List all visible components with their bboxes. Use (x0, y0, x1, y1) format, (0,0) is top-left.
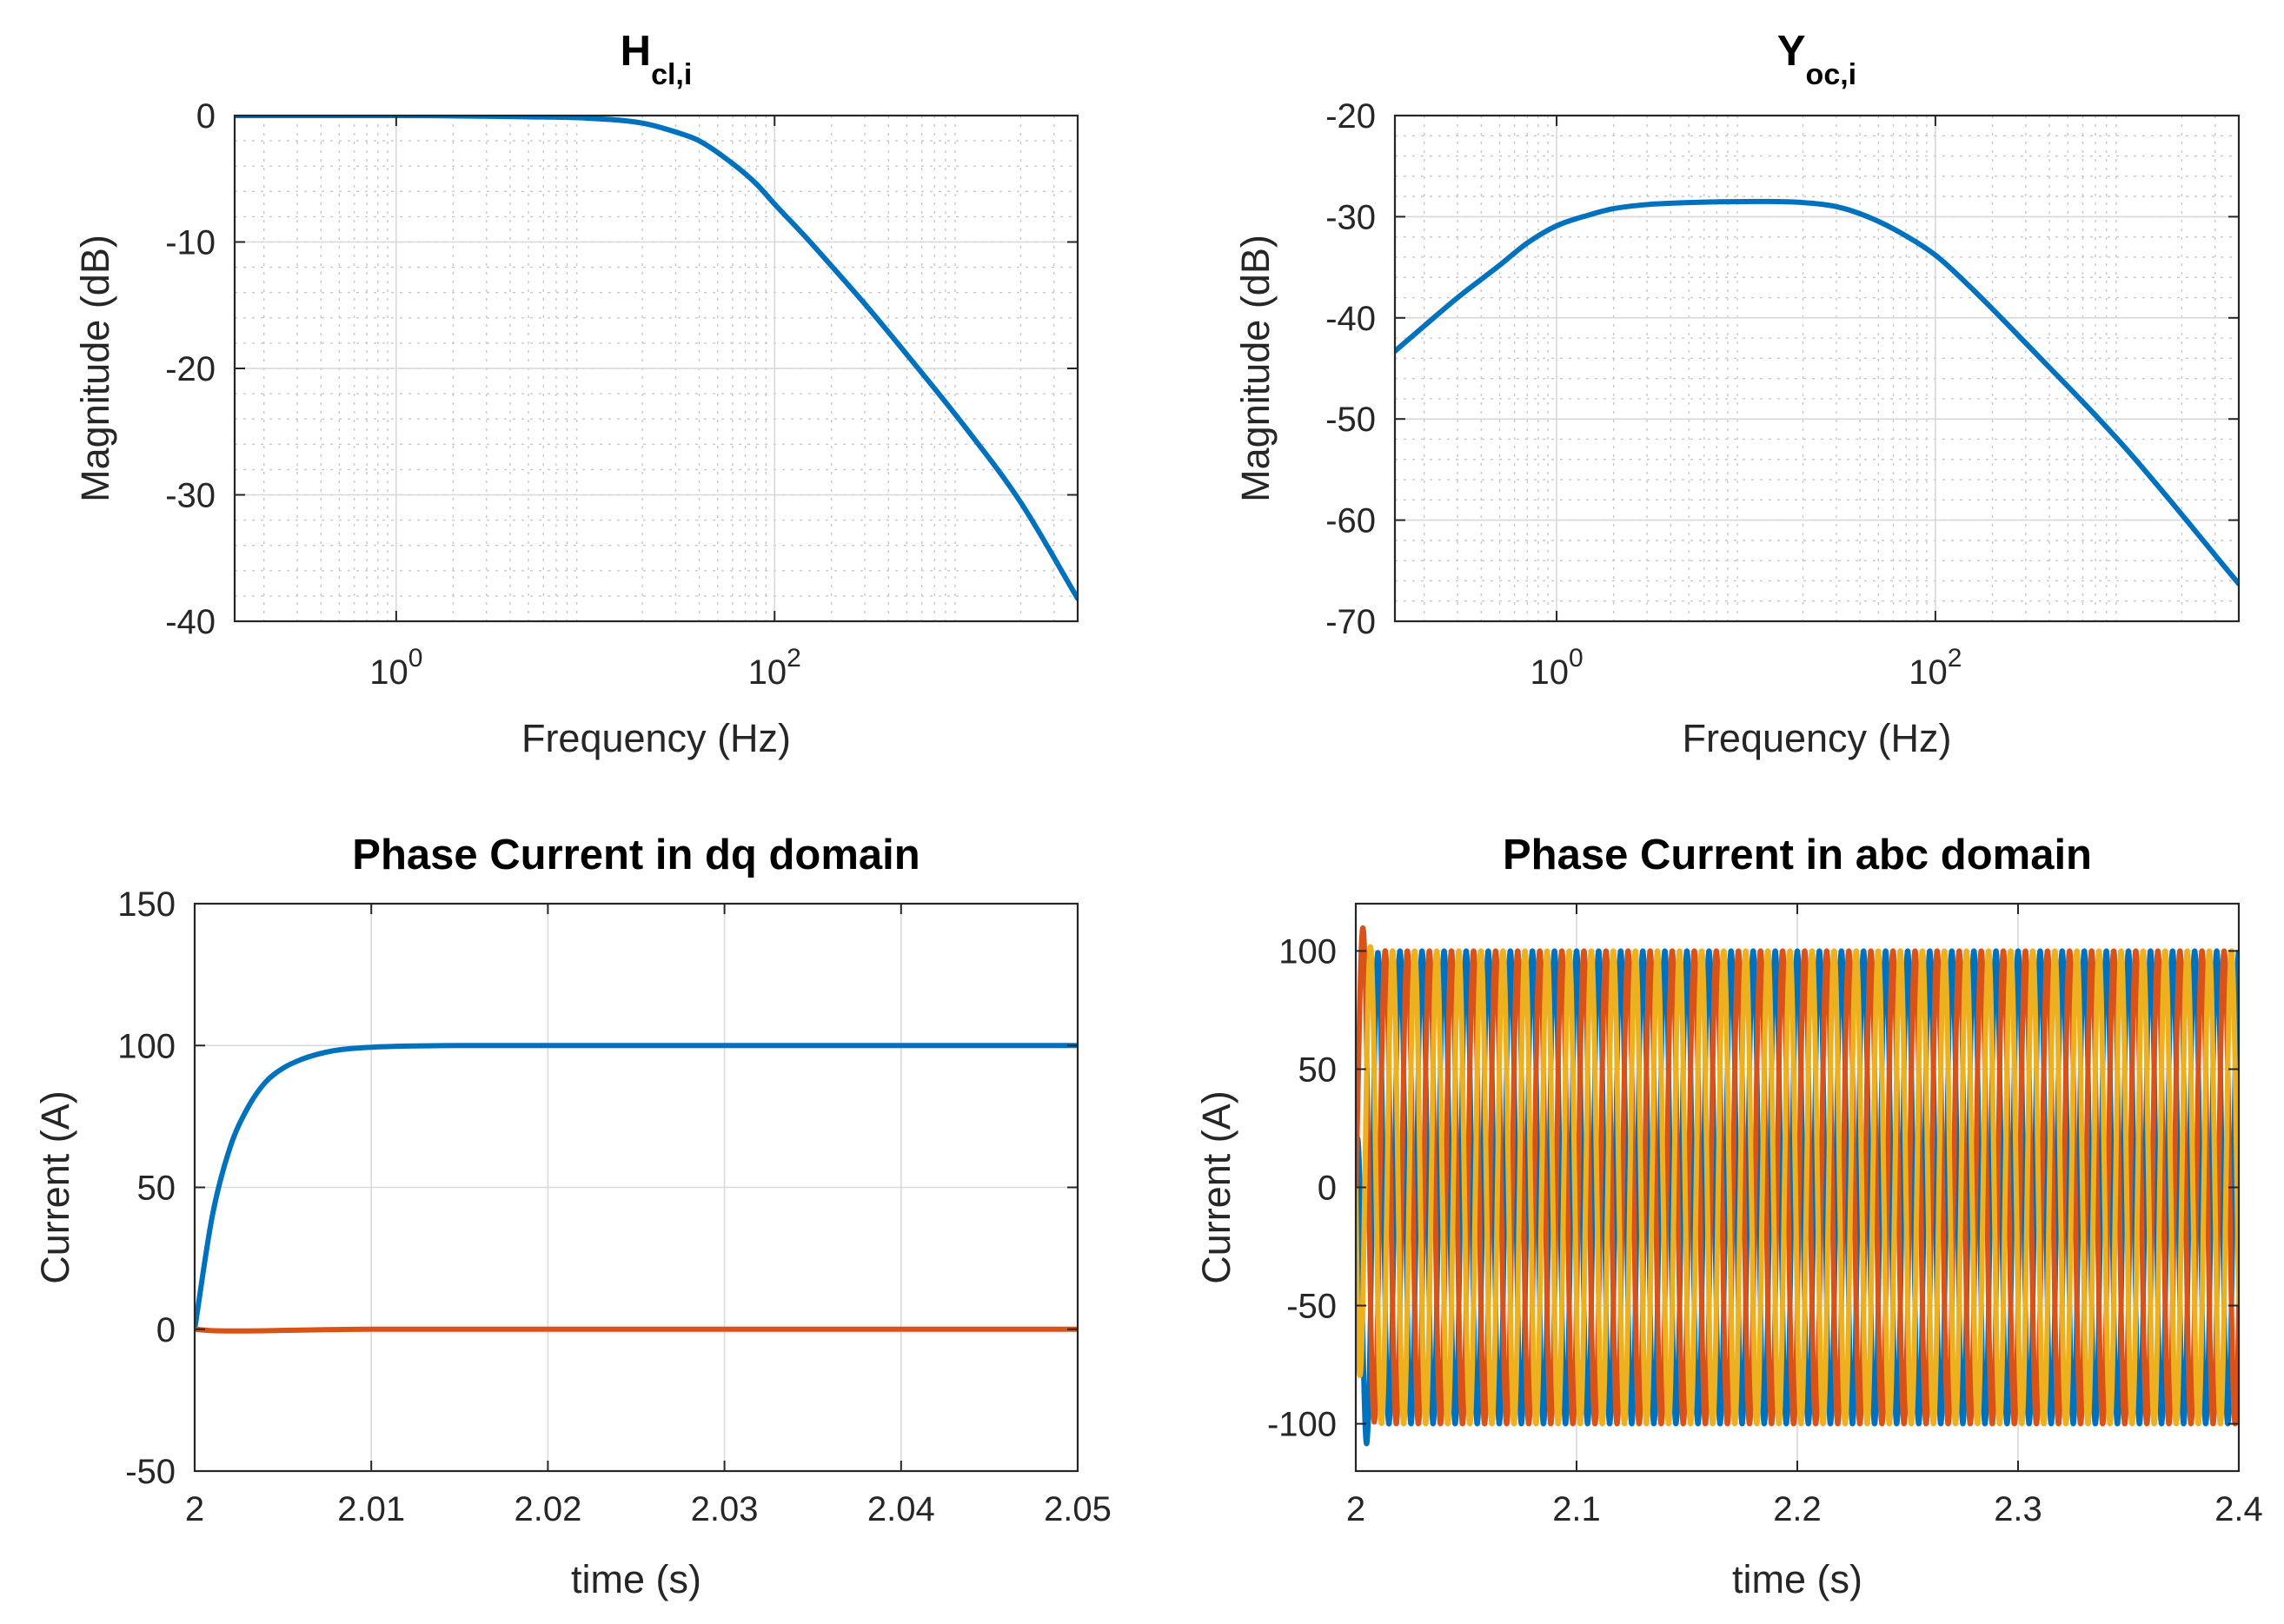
y-tick-label: 0 (156, 1311, 176, 1349)
x-axis-label: time (s) (1732, 1557, 1862, 1601)
y-tick-label: -40 (1325, 300, 1376, 338)
x-tick-label: 2 (185, 1490, 204, 1528)
y-tick-label: -100 (1267, 1406, 1337, 1444)
y-tick-label: -60 (1325, 502, 1376, 540)
chart-title: Phase Current in dq domain (352, 832, 920, 878)
x-tick-label: 2.05 (1044, 1490, 1112, 1528)
series-i_c (1356, 944, 2239, 1427)
data-layer (1395, 198, 2239, 587)
y-axis-label: Current (A) (1194, 1090, 1238, 1284)
chart-title: Hcl,i (621, 28, 693, 91)
data-layer (195, 1043, 1078, 1334)
x-axis-label: Frequency (Hz) (521, 716, 791, 760)
x-axis-label: Frequency (Hz) (1682, 716, 1951, 760)
y-tick-label: -20 (1325, 97, 1376, 136)
y-tick-label: -70 (1325, 603, 1376, 641)
x-tick-label: 2 (1346, 1490, 1365, 1528)
y-tick-label: 100 (1278, 932, 1337, 971)
axes-box (1393, 114, 2241, 623)
y-tick-label: 50 (1298, 1051, 1338, 1089)
y-tick-label: 50 (137, 1170, 176, 1208)
x-tick-label: 102 (748, 644, 801, 692)
chart-yoc: 100 102 -70 -60 -50 -40 -30 -20 Frequency (Hz) Ma… (1233, 28, 2241, 760)
x-tick-label: 2.03 (691, 1490, 759, 1528)
y-tick-label: -50 (125, 1453, 176, 1491)
chart-dq: 2 2.01 2.02 2.03 2.04 2.05 -50 0 50 100 150 time (s… (33, 832, 1112, 1601)
y-tick-label: -30 (1325, 198, 1376, 236)
x-tick-label: 2.01 (337, 1490, 405, 1528)
x-tick-label: 2.04 (867, 1490, 935, 1528)
y-tick-label: -40 (165, 603, 216, 641)
x-tick-label: 2.4 (2214, 1490, 2263, 1528)
y-tick-label: 0 (1318, 1170, 1337, 1208)
x-tick-label: 102 (1909, 644, 1962, 692)
chart-title: Yoc,i (1777, 28, 1856, 91)
data-layer (235, 116, 1078, 601)
y-tick-label: -50 (1325, 401, 1376, 439)
y-tick-label: 0 (196, 97, 216, 136)
y-tick-label: -10 (165, 224, 216, 262)
chart-title: Phase Current in abc domain (1503, 832, 2092, 878)
series-i_d (195, 1043, 1078, 1332)
y-axis-label: Magnitude (dB) (73, 235, 117, 502)
x-tick-label: 2.02 (514, 1490, 581, 1528)
y-tick-label: -50 (1286, 1288, 1337, 1326)
y-tick-label: 150 (117, 885, 176, 924)
data-layer (1356, 925, 2239, 1447)
y-axis-label: Current (A) (33, 1090, 77, 1284)
plot-area (1395, 116, 2239, 621)
chart-abc: 2 2.1 2.2 2.3 2.4 -100 -50 0 50 100 time (s) Curren… (1194, 832, 2263, 1601)
x-tick-label: 2.3 (1994, 1490, 2042, 1528)
y-tick-label: -30 (165, 477, 216, 515)
chart-hcl: 100 102 -40 -30 -20 -10 0 Frequency (Hz) Magnitu… (73, 28, 1079, 760)
y-tick-label: 100 (117, 1027, 176, 1065)
series-|Hcl,i| (235, 116, 1078, 601)
series-i_q (195, 1326, 1078, 1334)
x-tick-label: 100 (1530, 644, 1583, 692)
x-tick-label: 2.1 (1552, 1490, 1601, 1528)
series-|Yoc,i| (1395, 198, 2239, 587)
x-tick-label: 2.2 (1773, 1490, 1822, 1528)
x-tick-label: 100 (369, 644, 422, 692)
y-tick-label: -20 (165, 350, 216, 388)
y-axis-label: Magnitude (dB) (1233, 235, 1278, 502)
x-axis-label: time (s) (571, 1557, 701, 1601)
